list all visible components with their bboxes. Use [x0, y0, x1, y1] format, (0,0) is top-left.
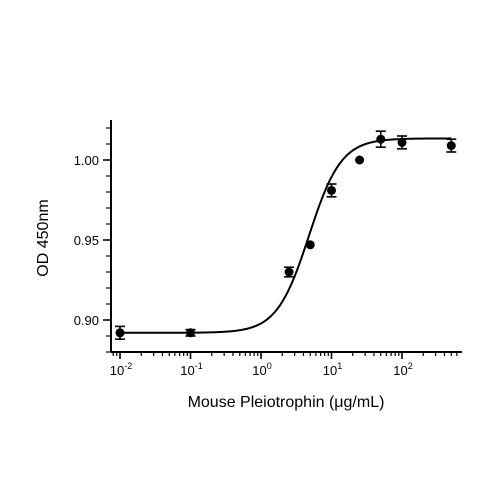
x-tick-label: 101	[323, 361, 342, 378]
x-tick-label-exponent: 0	[267, 361, 272, 371]
data-point	[115, 328, 125, 338]
data-point	[446, 141, 456, 151]
data-point	[284, 267, 294, 277]
y-tick-label: 0.90	[74, 313, 99, 328]
x-axis: 10-2 10-1 100 101 102	[110, 351, 462, 378]
data-point	[376, 134, 386, 144]
x-tick-label-base: 10	[180, 363, 194, 378]
x-tick-label-base: 10	[323, 363, 337, 378]
x-axis-title: Mouse Pleiotrophin (μg/mL)	[188, 394, 385, 411]
x-tick-label: 102	[393, 361, 412, 378]
y-axis: 0.90 0.95 1.00	[74, 120, 112, 353]
y-tick-label: 0.95	[74, 233, 99, 248]
fit-curve-layer	[120, 137, 452, 334]
fit-curve-line	[120, 137, 452, 334]
data-point	[327, 185, 336, 195]
x-tick-label-exponent: -2	[124, 361, 132, 371]
x-tick-label: 10-1	[180, 361, 202, 378]
data-point	[355, 155, 365, 165]
x-tick-label-base: 10	[110, 363, 124, 378]
x-tick-label-exponent: 2	[408, 361, 413, 371]
x-tick-label-base: 10	[252, 363, 266, 378]
y-axis-title: OD 450nm	[35, 199, 52, 276]
x-tick-label-base: 10	[393, 363, 407, 378]
data-points-layer	[115, 130, 457, 341]
x-tick-label-exponent: -1	[195, 361, 203, 371]
x-tick-label: 100	[252, 361, 271, 378]
x-tick-label-exponent: 1	[337, 361, 342, 371]
data-point	[305, 240, 315, 250]
x-tick-label: 10-2	[110, 361, 132, 378]
data-point	[186, 328, 195, 338]
y-tick-label: 1.00	[74, 153, 99, 168]
data-point	[397, 137, 407, 147]
